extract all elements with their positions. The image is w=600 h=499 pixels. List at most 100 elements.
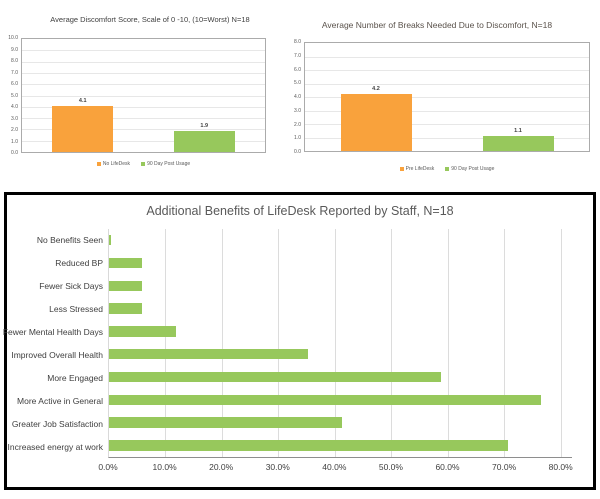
y-axis: 10.0 9.0 8.0 7.0 6.0 5.0 4.0 3.0 2.0 1.0 0.0 [6,35,21,156]
plot-area: 4.1 1.9 [21,38,266,153]
legend-label: 90 Day Post Usage [147,161,191,167]
chart-body: No Benefits Seen Reduced BP Fewer Sick Day… [2,229,572,458]
x-axis-tick-label: 0.0% [98,462,118,472]
bar [52,105,114,152]
bar [109,303,143,314]
category-label: More Active in General [17,395,103,406]
additional-benefits-chart: Additional Benefits of LifeDesk Reported… [2,192,596,490]
bar [482,136,554,151]
gridline [560,229,562,457]
category-label: More Engaged [47,372,103,383]
gridline [22,129,265,131]
bar [173,130,235,152]
x-axis: 0.0% 10.0% 20.0% 30.0% 40.0% 50.0% 60.0% 70.0% 8… [98,462,573,476]
y-axis-tick-label: 5.0 [11,92,18,99]
y-axis-tick-label: 6.0 [294,66,301,73]
gridline [165,229,167,457]
legend: No LifeDesk 90 Day Post Usage [21,161,266,167]
category-label: No Benefits Seen [36,235,103,246]
gridline [22,72,265,74]
y-axis-tick-label: 0.0 [294,149,301,155]
legend-label: 90 Day Post Usage [451,166,495,172]
gridline [22,50,265,52]
x-axis-tick-label: 50.0% [378,462,403,472]
legend-item: No LifeDesk [96,161,131,167]
legend-swatch-icon [141,162,146,166]
bar [109,326,176,337]
gridline [22,118,265,120]
y-axis-tick-label: 3.0 [294,107,301,114]
category-label: Greater Job Satisfaction [11,418,103,429]
gridline [221,229,223,457]
gridline [305,97,589,98]
gridline [391,229,393,457]
legend-swatch-icon [445,167,450,171]
plot-area: 4.2 1.1 [304,42,590,152]
discomfort-score-chart: Average Discomfort Score, Scale of 0 -10… [6,8,294,184]
chart-title: Additional Benefits of LifeDesk Reported… [146,204,454,218]
category-label: Increased energy at work [7,441,103,452]
chart-title: Average Number of Breaks Needed Due to D… [321,20,553,30]
bar [340,94,412,151]
gridline [22,84,265,86]
category-label: Fewer Sick Days [39,281,103,292]
legend: Pre LifeDesk 90 Day Post Usage [304,166,590,172]
y-axis-tick-label: 5.0 [294,80,301,87]
gridline [305,124,589,125]
bar [109,257,143,269]
y-axis-tick-label: 7.0 [294,52,301,59]
x-axis-tick-label: 20.0% [209,462,234,472]
plot-area [108,229,572,458]
y-axis-tick-label: 8.0 [11,58,18,64]
x-axis-tick-label: 70.0% [492,462,517,472]
gridline [22,95,265,97]
gridline [305,70,589,71]
bar [109,417,342,428]
gridline [334,229,336,457]
legend-swatch-icon [96,162,101,166]
y-axis-tick-label: 2.0 [11,127,18,133]
gridline [504,229,506,457]
gridline [447,229,449,457]
bar-value-label: 4.1 [78,97,87,104]
bar [109,371,441,383]
y-axis-tick-label: 4.0 [11,104,18,110]
x-axis-tick-label: 40.0% [322,462,347,472]
gridline [22,106,265,108]
legend-swatch-icon [399,167,404,171]
bar [109,394,541,405]
gridline [278,229,280,457]
gridline [305,83,589,85]
legend-label: No LifeDesk [102,161,131,167]
y-axis-tick-label: 9.0 [11,46,18,53]
y-axis-tick-label: 10.0 [8,35,18,41]
gridline [305,56,589,58]
chart-body: 8.0 7.0 6.0 5.0 4.0 3.0 2.0 1.0 0.0 4.2 1.1 [278,39,590,155]
category-label: Less Stressed [49,304,103,315]
y-axis-tick-label: 3.0 [11,115,18,122]
y-axis-tick-label: 7.0 [11,69,18,76]
gridline [305,110,589,112]
bar-value-label: 1.9 [200,122,209,129]
chart-body: 10.0 9.0 8.0 7.0 6.0 5.0 4.0 3.0 2.0 1.0 0.0 4.1 1.… [6,35,266,156]
gridline [22,140,265,142]
gridline [22,61,265,63]
y-axis-tick-label: 8.0 [294,39,301,45]
gridline [305,137,589,139]
legend-item: 90 Day Post Usage [445,166,494,172]
y-axis-tick-label: 1.0 [11,138,18,145]
category-label: Fewer Mental Health Days [2,327,103,338]
category-label: Reduced BP [55,258,103,269]
bar [109,348,309,360]
chart-title: Average Discomfort Score, Scale of 0 -10… [50,15,250,24]
bar [109,440,508,451]
x-axis-tick-label: 10.0% [152,462,177,472]
bar-value-label: 4.2 [372,86,380,93]
x-axis-tick-label: 60.0% [435,462,460,472]
y-axis-tick-label: 6.0 [11,81,18,87]
legend-item: Pre LifeDesk [399,166,434,172]
legend-item: 90 Day Post Usage [141,161,190,167]
y-axis-tick-label: 0.0 [11,150,18,156]
bar [109,280,143,291]
x-axis-tick-label: 80.0% [548,462,573,472]
